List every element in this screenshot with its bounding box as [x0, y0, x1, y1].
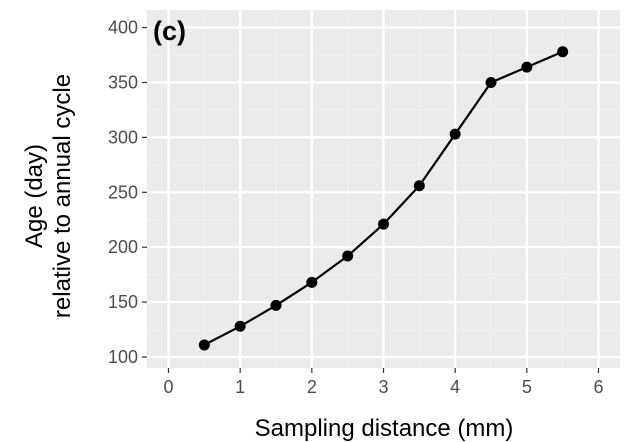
x-axis-title: Sampling distance (mm) — [255, 415, 514, 442]
data-point — [342, 250, 354, 262]
data-point — [521, 61, 533, 73]
x-tick-label: 4 — [450, 377, 460, 397]
x-tick-label: 1 — [235, 377, 245, 397]
data-point — [378, 218, 389, 230]
grid-lines — [147, 10, 620, 368]
y-tick-label: 400 — [108, 18, 138, 38]
data-point — [557, 46, 569, 58]
data-point — [449, 128, 461, 140]
x-tick-label: 5 — [522, 377, 532, 397]
y-tick-label: 350 — [108, 72, 138, 92]
series-age — [198, 46, 569, 351]
y-axis-title-line-2: relative to annual cycle — [49, 74, 76, 318]
y-tick-label: 200 — [108, 237, 138, 257]
y-tick-label: 300 — [108, 127, 138, 147]
x-tick-label: 3 — [378, 377, 388, 397]
data-point — [306, 276, 318, 288]
data-point — [413, 180, 425, 192]
data-point — [485, 76, 497, 88]
y-tick-labels: 100 150 200 250 300 350 400 — [108, 18, 138, 367]
data-point — [234, 320, 246, 332]
y-tick-label: 150 — [108, 292, 138, 312]
data-point — [270, 299, 282, 311]
y-axis-title-line-1: Age (day) — [21, 144, 48, 248]
x-tick-label: 2 — [307, 377, 317, 397]
axis-ticks — [142, 26, 600, 373]
x-tick-labels: 0 1 2 3 4 5 6 — [163, 377, 603, 397]
y-tick-label: 100 — [108, 347, 138, 367]
x-tick-label: 0 — [163, 377, 173, 397]
x-tick-label: 6 — [593, 377, 603, 397]
data-point — [198, 339, 210, 351]
y-tick-label: 250 — [108, 182, 138, 202]
panel-label: (c) — [153, 16, 186, 46]
